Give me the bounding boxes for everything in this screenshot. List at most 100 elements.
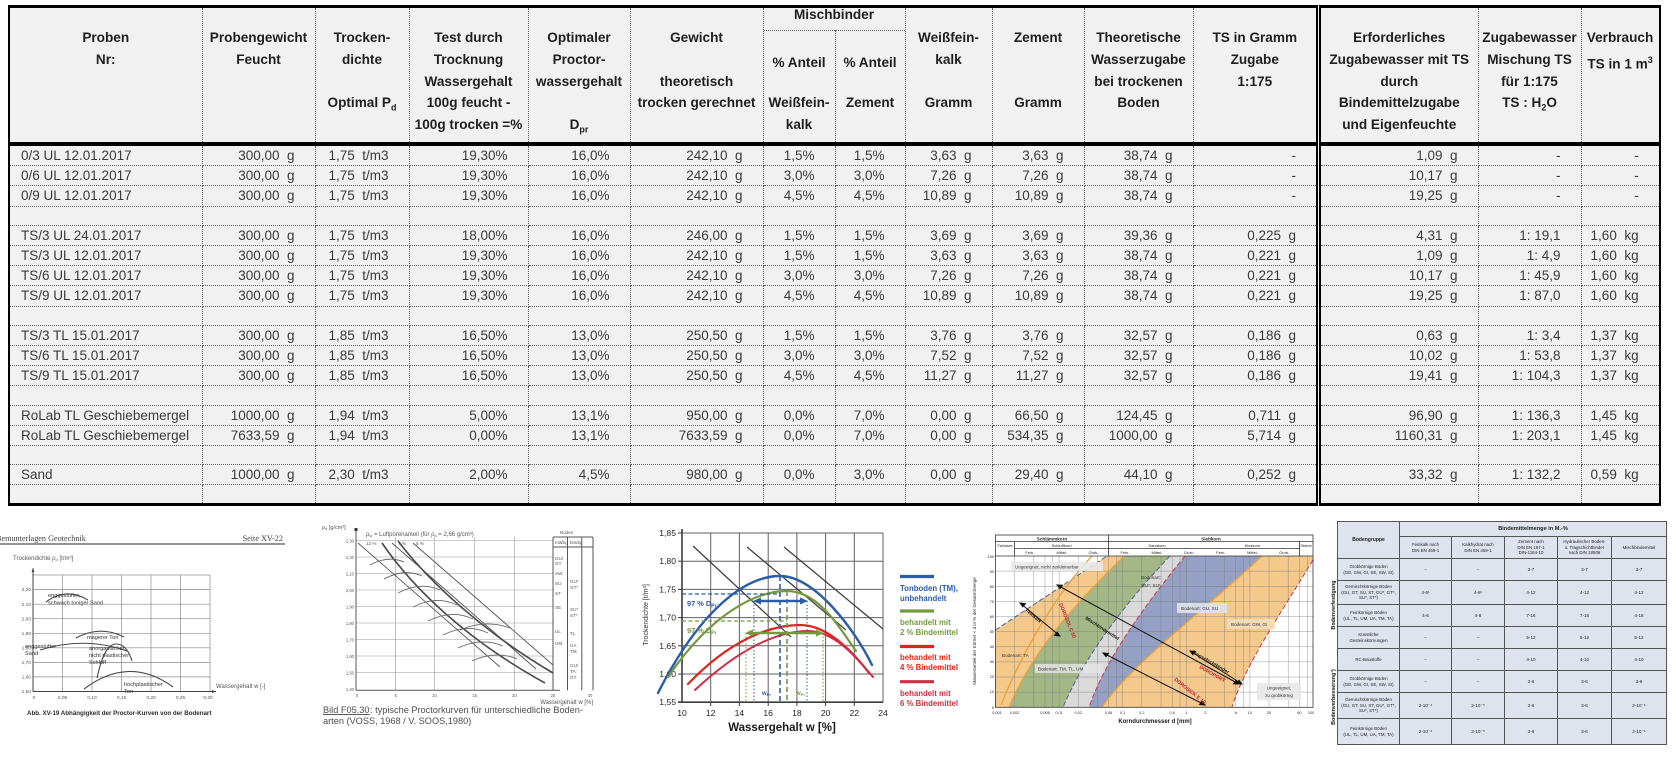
- svg-text:1,65: 1,65: [659, 641, 676, 651]
- svg-text:Trockendichte ρd [t/m³]: Trockendichte ρd [t/m³]: [13, 556, 73, 562]
- svg-text:20: 20: [990, 675, 994, 679]
- svg-text:2,00: 2,00: [22, 616, 32, 622]
- svg-text:Feinstes: Feinstes: [997, 543, 1012, 548]
- svg-text:0,20: 0,20: [146, 695, 156, 701]
- svg-text:1,50: 1,50: [22, 689, 32, 695]
- svg-text:Ungeeignet,: Ungeeignet,: [1267, 686, 1292, 691]
- svg-text:1,60: 1,60: [22, 675, 32, 681]
- svg-text:0,02: 0,02: [1075, 711, 1082, 715]
- svg-text:Tonboden (TM),: Tonboden (TM),: [900, 584, 958, 593]
- svg-text:Massenanteil der Körner < d in: Massenanteil der Körner < d in % der Ges…: [972, 577, 977, 685]
- svg-text:1,85: 1,85: [659, 528, 676, 538]
- svg-text:60: 60: [990, 615, 994, 619]
- svg-text:bindig: bindig: [570, 540, 583, 545]
- svg-text:10: 10: [990, 690, 994, 694]
- svg-text:Kieskorn: Kieskorn: [1245, 543, 1261, 548]
- svg-text:50: 50: [990, 630, 994, 634]
- svg-text:zu grobkörnig: zu grobkörnig: [1265, 693, 1293, 698]
- svg-text:ρw = Luftporenanteil (für ρs =: ρw = Luftporenanteil (für ρs = 2,66 g/cm…: [366, 532, 474, 538]
- svg-text:2,00: 2,00: [346, 588, 355, 593]
- svg-text:20: 20: [1267, 711, 1271, 715]
- svg-text:2,10: 2,10: [346, 572, 355, 577]
- svg-text:UL: UL: [555, 629, 561, 634]
- svg-text:1: 1: [1185, 711, 1187, 715]
- svg-text:Fein-: Fein-: [1216, 550, 1226, 555]
- svg-text:0,002: 0,002: [1010, 711, 1020, 715]
- svg-text:Korndurchmesser d [mm]: Korndurchmesser d [mm]: [1118, 719, 1191, 725]
- svg-text:enggestufter,: enggestufter,: [48, 593, 81, 599]
- svg-text:2: 2: [1204, 711, 1206, 715]
- svg-text:mäßig: mäßig: [555, 540, 568, 545]
- svg-text:behandelt mit: behandelt mit: [900, 618, 951, 627]
- svg-text:16: 16: [763, 708, 773, 718]
- svg-text:UM: UM: [555, 641, 562, 646]
- svg-text:: typische Proctorkurven für u: : typische Proctorkurven für unterschied…: [370, 705, 583, 715]
- svg-text:2,30: 2,30: [346, 539, 355, 544]
- svg-text:GU*: GU*: [570, 579, 579, 584]
- svg-text:GU/: GU/: [570, 663, 579, 668]
- svg-text:GT: GT: [570, 675, 577, 680]
- svg-text:Mittel-: Mittel-: [1152, 550, 1164, 555]
- svg-text:Bemunterlagen Geotechnik: Bemunterlagen Geotechnik: [0, 534, 87, 543]
- svg-text:30: 30: [588, 693, 593, 698]
- svg-text:0,05: 0,05: [58, 695, 68, 701]
- svg-text:15: 15: [472, 693, 477, 698]
- svg-text:97 % DPr: 97 % DPr: [687, 626, 717, 637]
- svg-text:Grob-: Grob-: [1088, 550, 1099, 555]
- svg-text:100: 100: [1308, 711, 1314, 715]
- svg-text:1,60: 1,60: [346, 654, 355, 659]
- svg-text:1,90: 1,90: [22, 631, 32, 637]
- svg-text:2,10: 2,10: [22, 602, 32, 608]
- svg-text:SW: SW: [555, 571, 563, 576]
- svg-text:TL: TL: [570, 631, 576, 636]
- svg-text:10: 10: [432, 693, 437, 698]
- svg-text:Abb. XV-19 Abhängigkeit der P: Abb. XV-19 Abhängigkeit der Proctor-Kurv…: [27, 710, 211, 717]
- svg-text:anorganischer,: anorganischer,: [89, 646, 126, 652]
- svg-text:0,001: 0,001: [992, 711, 1002, 715]
- svg-text:0,15: 0,15: [117, 695, 127, 701]
- svg-text:0,6: 0,6: [1170, 711, 1175, 715]
- svg-text:5: 5: [395, 693, 398, 698]
- svg-text:7 %: 7 %: [398, 541, 406, 546]
- svg-text:SU*: SU*: [570, 607, 578, 612]
- svg-text:Schluffkorn: Schluffkorn: [1052, 543, 1072, 548]
- svg-text:TM: TM: [570, 649, 577, 654]
- svg-text:25: 25: [551, 693, 556, 698]
- svg-text:10: 10: [677, 708, 687, 718]
- svg-text:Sandkorn: Sandkorn: [1148, 543, 1165, 548]
- svg-text:0,006: 0,006: [1040, 711, 1050, 715]
- svg-text:GU/: GU/: [555, 556, 564, 561]
- svg-text:unbehandelt: unbehandelt: [900, 594, 947, 603]
- svg-text:GT: GT: [555, 561, 562, 566]
- svg-text:30: 30: [990, 660, 994, 664]
- svg-text:90: 90: [990, 570, 994, 574]
- svg-text:Sand: Sand: [25, 651, 38, 657]
- svg-text:1,80: 1,80: [346, 621, 355, 626]
- svg-text:4 % Bindemittel: 4 % Bindemittel: [900, 663, 958, 672]
- svg-text:2,20: 2,20: [346, 555, 355, 560]
- svg-text:14: 14: [735, 708, 745, 718]
- svg-text:0: 0: [33, 695, 36, 701]
- svg-text:70: 70: [990, 600, 994, 604]
- svg-text:Ungeeignet, nicht zerkleinerba: Ungeeignet, nicht zerkleinerbar: [1015, 565, 1079, 570]
- svg-text:Siebkorn: Siebkorn: [1201, 536, 1221, 541]
- svg-text:0: 0: [992, 706, 994, 710]
- svg-text:Bild F05.30: Bild F05.30: [323, 705, 369, 715]
- svg-text:Bodenart: GW, GI: Bodenart: GW, GI: [1231, 622, 1267, 627]
- svg-text:Bodenart:: Bodenart:: [1141, 575, 1161, 580]
- svg-text:10: 10: [1248, 711, 1252, 715]
- svg-text:Grob-: Grob-: [1184, 550, 1195, 555]
- svg-text:1,70: 1,70: [346, 638, 355, 643]
- svg-text:1,40: 1,40: [346, 687, 355, 692]
- svg-text:80: 80: [990, 585, 994, 589]
- svg-text:2 % Bindemittel: 2 % Bindemittel: [900, 628, 958, 637]
- svg-text:18: 18: [792, 708, 802, 718]
- svg-text:wPr: wPr: [795, 691, 805, 697]
- svg-text:GT*: GT*: [570, 585, 578, 590]
- svg-text:12 %: 12 %: [366, 541, 376, 546]
- svg-text:20: 20: [821, 708, 831, 718]
- svg-text:60: 60: [1297, 711, 1301, 715]
- svg-text:Seite XV-22: Seite XV-22: [243, 534, 283, 543]
- svg-text:0,01: 0,01: [1055, 711, 1062, 715]
- svg-text:0,06: 0,06: [1105, 711, 1112, 715]
